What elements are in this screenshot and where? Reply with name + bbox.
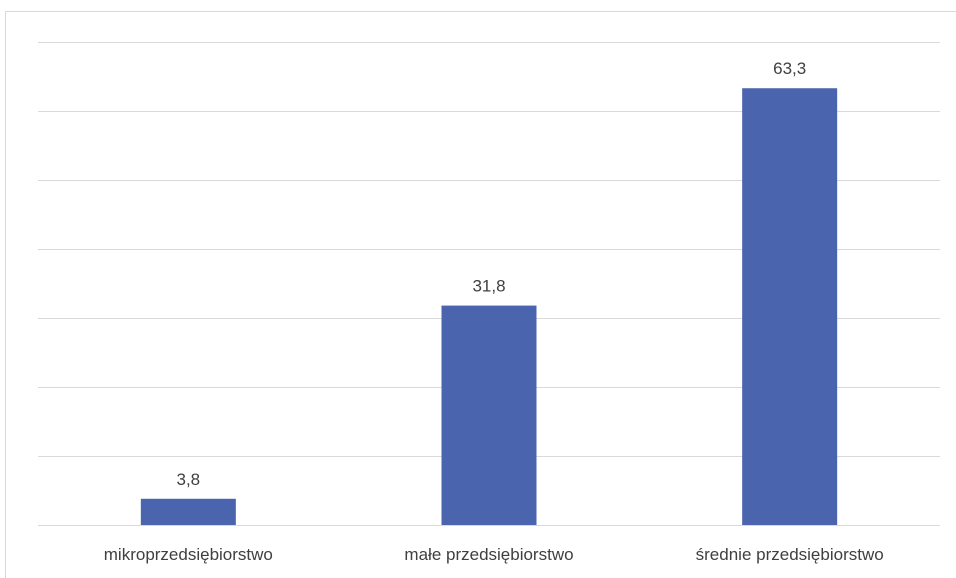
bar <box>441 305 537 525</box>
bar <box>140 498 236 525</box>
category-labels: mikroprzedsiębiorstwo małe przedsiębiorst… <box>104 545 884 564</box>
category-label: mikroprzedsiębiorstwo <box>104 545 273 564</box>
category-label: średnie przedsiębiorstwo <box>696 545 884 564</box>
data-label: 3,8 <box>177 470 201 489</box>
data-label: 31,8 <box>472 277 505 296</box>
bars <box>140 88 838 525</box>
bar <box>742 88 838 525</box>
category-label: małe przedsiębiorstwo <box>404 545 573 564</box>
data-label: 63,3 <box>773 59 806 78</box>
data-labels: 3,8 31,8 63,3 <box>177 59 807 489</box>
chart-frame <box>5 11 956 578</box>
